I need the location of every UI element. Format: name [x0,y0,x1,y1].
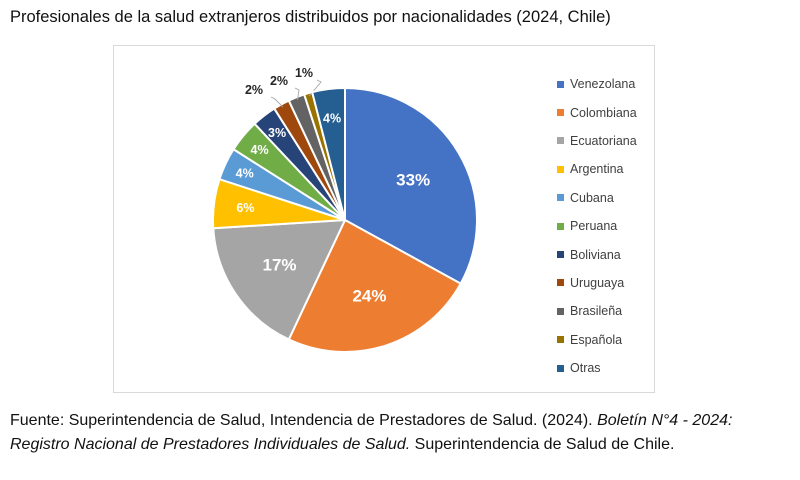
leader-line-uruguaya [270,96,284,108]
chart-area: 33% 24% 17% 6% 4% 4% 3% 2% 2% 1% 4% Venezolana Colo… [113,45,655,393]
source-title: Boletín N°4 - 2024: Registro Nacional de… [10,412,733,453]
legend-label: Boliviana [570,247,621,262]
legend-swatch [557,165,564,173]
legend-label: Ecuatoriana [570,133,637,148]
data-label-otras: 4% [323,111,341,125]
legend-swatch [557,222,564,230]
data-label-ecuatoriana: 17% [262,256,296,275]
legend-swatch [557,137,564,145]
data-label-venezolana: 33% [396,171,430,190]
legend-swatch [557,279,564,287]
pie-slice-ecuatoriana [212,219,346,341]
legend-item-otras: Otras [557,354,637,382]
legend-label: Brasileña [570,304,623,319]
legend-label: Otras [570,361,601,376]
legend-item-ecuatoriana: Ecuatoriana [557,127,637,155]
chart-legend: Venezolana Colombiana Ecuatoriana Argentina… [557,70,637,382]
legend-item-peruana: Peruana [557,212,637,240]
data-label-boliviana: 3% [268,126,286,140]
source-prefix: Fuente: Superintendencia de Salud, Inten… [10,412,598,429]
data-label-peruana: 4% [251,143,269,157]
legend-item-argentina: Argentina [557,155,637,183]
legend-item-venezolana: Venezolana [557,70,637,98]
data-label-espanola: 1% [295,66,313,80]
data-label-uruguaya: 2% [245,83,263,97]
legend-swatch [557,80,564,88]
legend-item-espanola: Española [557,326,637,354]
data-label-brasilena: 2% [270,74,288,88]
legend-swatch [557,194,564,202]
chart-title: Profesionales de la salud extranjeros di… [10,8,611,26]
data-label-colombiana: 24% [352,286,386,305]
legend-label: Peruana [570,219,618,234]
leader-line-brasilena [294,87,300,101]
legend-item-colombiana: Colombiana [557,98,637,126]
legend-swatch [557,364,564,372]
source-suffix: Superintendencia de Salud de Chile. [410,436,675,453]
legend-swatch [557,307,564,315]
pie-slice-colombiana [287,219,462,353]
legend-label: Española [570,332,623,347]
legend-item-cubana: Cubana [557,184,637,212]
legend-item-brasilena: Brasileña [557,297,637,325]
legend-label: Cubana [570,190,614,205]
data-label-cubana: 4% [236,166,254,180]
legend-label: Colombiana [570,105,637,120]
data-label-argentina: 6% [236,201,254,215]
legend-label: Venezolana [570,77,636,92]
source-citation: Fuente: Superintendencia de Salud, Inten… [10,409,795,457]
legend-swatch [557,109,564,117]
legend-label: Argentina [570,162,624,177]
pie-slice-venezolana [344,87,478,285]
pie-slice-otras [311,87,346,221]
legend-label: Uruguaya [570,275,625,290]
legend-swatch [557,251,564,259]
legend-swatch [557,336,564,344]
legend-item-uruguaya: Uruguaya [557,269,637,297]
legend-item-boliviana: Boliviana [557,240,637,268]
pie-chart: 33% 24% 17% 6% 4% 4% 3% 2% 2% 1% 4% [211,66,478,353]
